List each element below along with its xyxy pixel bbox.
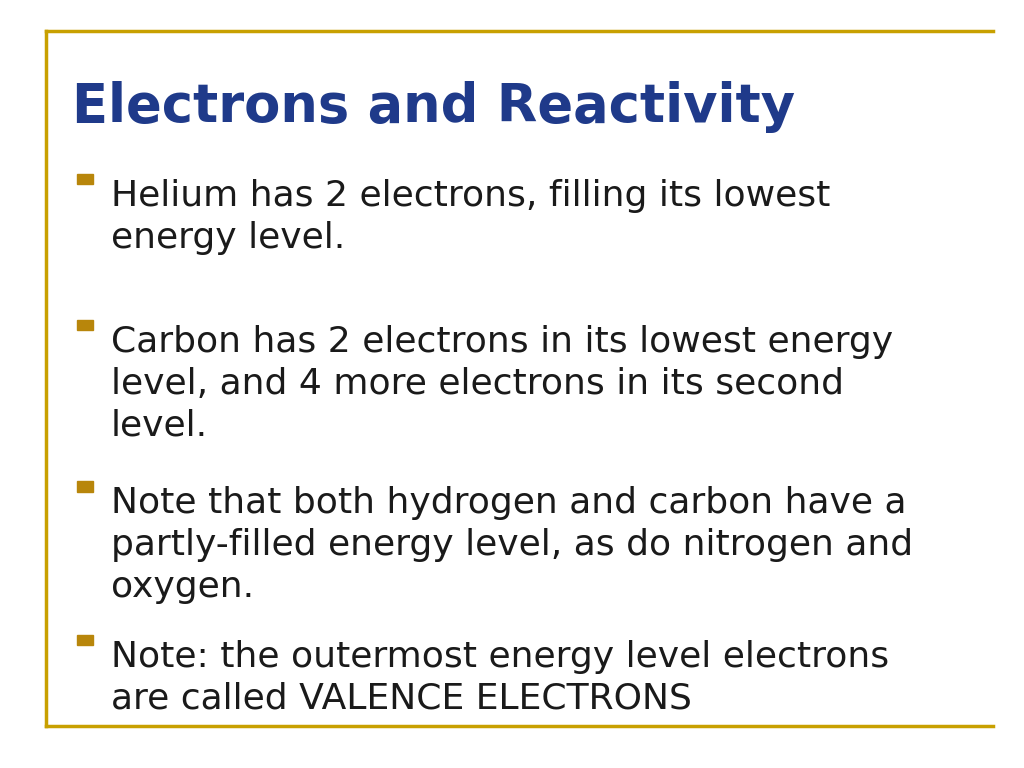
Text: Note that both hydrogen and carbon have a
partly-filled energy level, as do nitr: Note that both hydrogen and carbon have … [111,486,912,604]
Bar [77,174,93,184]
Text: Helium has 2 electrons, filling its lowest
energy level.: Helium has 2 electrons, filling its lowe… [111,179,830,255]
Text: Electrons and Reactivity: Electrons and Reactivity [72,81,795,133]
Bar [77,320,93,330]
Bar [77,482,93,492]
Text: Note: the outermost energy level electrons
are called VALENCE ELECTRONS: Note: the outermost energy level electro… [111,640,889,716]
Bar [77,635,93,645]
Text: Carbon has 2 electrons in its lowest energy
level, and 4 more electrons in its s: Carbon has 2 electrons in its lowest ene… [111,325,893,443]
